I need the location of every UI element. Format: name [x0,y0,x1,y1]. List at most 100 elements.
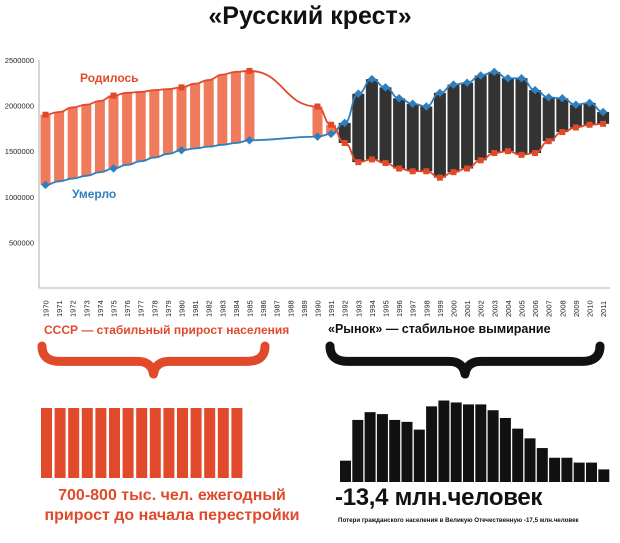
x-tick-label: 1980 [178,300,187,317]
bar-1996 [393,98,406,169]
bar-1994 [365,79,378,160]
birth-point-1998 [423,168,430,175]
x-tick-label: 1982 [205,300,214,317]
bar-2002 [474,75,487,161]
birth-point-2010 [586,121,593,128]
x-tick-label: 1981 [191,300,200,317]
bar-1978 [149,90,160,158]
growth-bar-13 [204,408,216,478]
bar-1985 [244,70,255,141]
growth-bar-3 [68,408,80,478]
death-point-1994 [367,74,377,84]
x-tick-label: 2011 [599,301,608,317]
bar-1976 [122,92,133,165]
x-tick-label: 2003 [490,300,499,317]
ww2-losses-note: Потери гражданского населения в Великую … [338,517,579,524]
x-tick-label: 2009 [572,300,581,317]
bar-2000 [447,84,460,173]
x-tick-label: 2000 [450,300,459,317]
x-tick-label: 1989 [300,300,309,317]
bar-2010 [583,102,596,125]
growth-bar-5 [95,408,107,478]
x-tick-label: 1985 [246,300,255,317]
deaths-label: Умерло [72,187,116,201]
chart-bars [40,70,610,185]
birth-point-1975 [110,92,117,99]
bar-1990 [312,106,323,137]
x-tick-label: 2002 [477,300,486,317]
loss-bar-20 [573,462,585,482]
birth-point-1990 [314,103,321,110]
growth-bar-15 [231,408,243,478]
loss-bar-7 [413,429,425,482]
birth-point-1994 [368,156,375,163]
birth-point-2001 [464,165,471,172]
growth-bar-10 [163,408,175,478]
death-point-1975 [109,164,118,173]
loss-bar-11 [463,404,474,482]
bar-2008 [556,98,569,133]
birth-point-1997 [409,168,416,175]
growth-bar-4 [81,408,93,478]
x-tick-label: 1978 [150,300,159,317]
birth-point-2011 [600,120,607,127]
bar-2009 [569,104,582,128]
death-point-1995 [381,83,390,92]
bar-1993 [352,93,365,163]
bar-2011 [597,111,610,124]
birth-point-1995 [382,160,389,167]
braces [37,341,605,379]
x-tick-label: 1986 [259,300,268,317]
bar-2003 [488,71,501,154]
bar-1999 [433,92,446,178]
births-label: Родилось [80,71,139,85]
loss-bar-2 [352,419,364,482]
loss-bar-5 [389,419,401,482]
birth-point-1996 [396,165,403,172]
loss-total: -13,4 млн.человек [335,484,543,511]
death-point-1970 [41,180,50,190]
bar-2004 [501,78,514,152]
birth-point-1980 [178,84,185,91]
bar-1977 [135,91,146,162]
bar-1982 [203,80,214,147]
x-tick-label: 1996 [395,300,404,317]
growth-bar-6 [109,408,120,478]
bar-1973 [81,104,92,176]
x-tick-label: 2008 [558,300,567,317]
death-point-2002 [476,71,485,80]
ussr-caption: СССР — стабильный прирост населения [44,323,290,337]
death-point-1996 [394,94,404,103]
y-tick-label: 1500000 [5,147,34,156]
chart-grid [38,60,610,289]
bar-1971 [54,111,65,182]
birth-point-2004 [504,148,511,155]
loss-bar-14 [499,417,511,482]
growth-bar-14 [217,408,229,478]
death-point-2004 [503,73,513,83]
birth-point-2009 [572,124,579,131]
x-tick-label: 2004 [504,300,513,317]
loss-bar-10 [450,402,462,482]
x-tick-label: 1997 [409,300,418,317]
loss-bar-1 [340,460,351,482]
loss-bar-18 [549,457,561,482]
y-tick-label: 1000000 [5,193,34,202]
bar-1970 [40,114,51,185]
bar-2001 [461,82,474,169]
birth-point-2005 [518,151,525,158]
birth-point-2003 [491,150,498,157]
bar-1975 [108,95,119,169]
y-tick-label: 2500000 [5,56,34,65]
death-point-2001 [462,78,472,88]
death-point-1980 [177,146,186,155]
loss-bar-13 [487,410,499,482]
x-tick-label: 1991 [327,300,336,317]
x-tick-label: 1977 [137,300,146,317]
ussr-brace [37,341,270,379]
x-tick-label: 1999 [436,300,445,317]
loss-bar-19 [561,457,573,482]
x-tick-label: 1988 [286,300,295,317]
bar-1995 [379,87,392,164]
chart-lines [41,67,608,190]
